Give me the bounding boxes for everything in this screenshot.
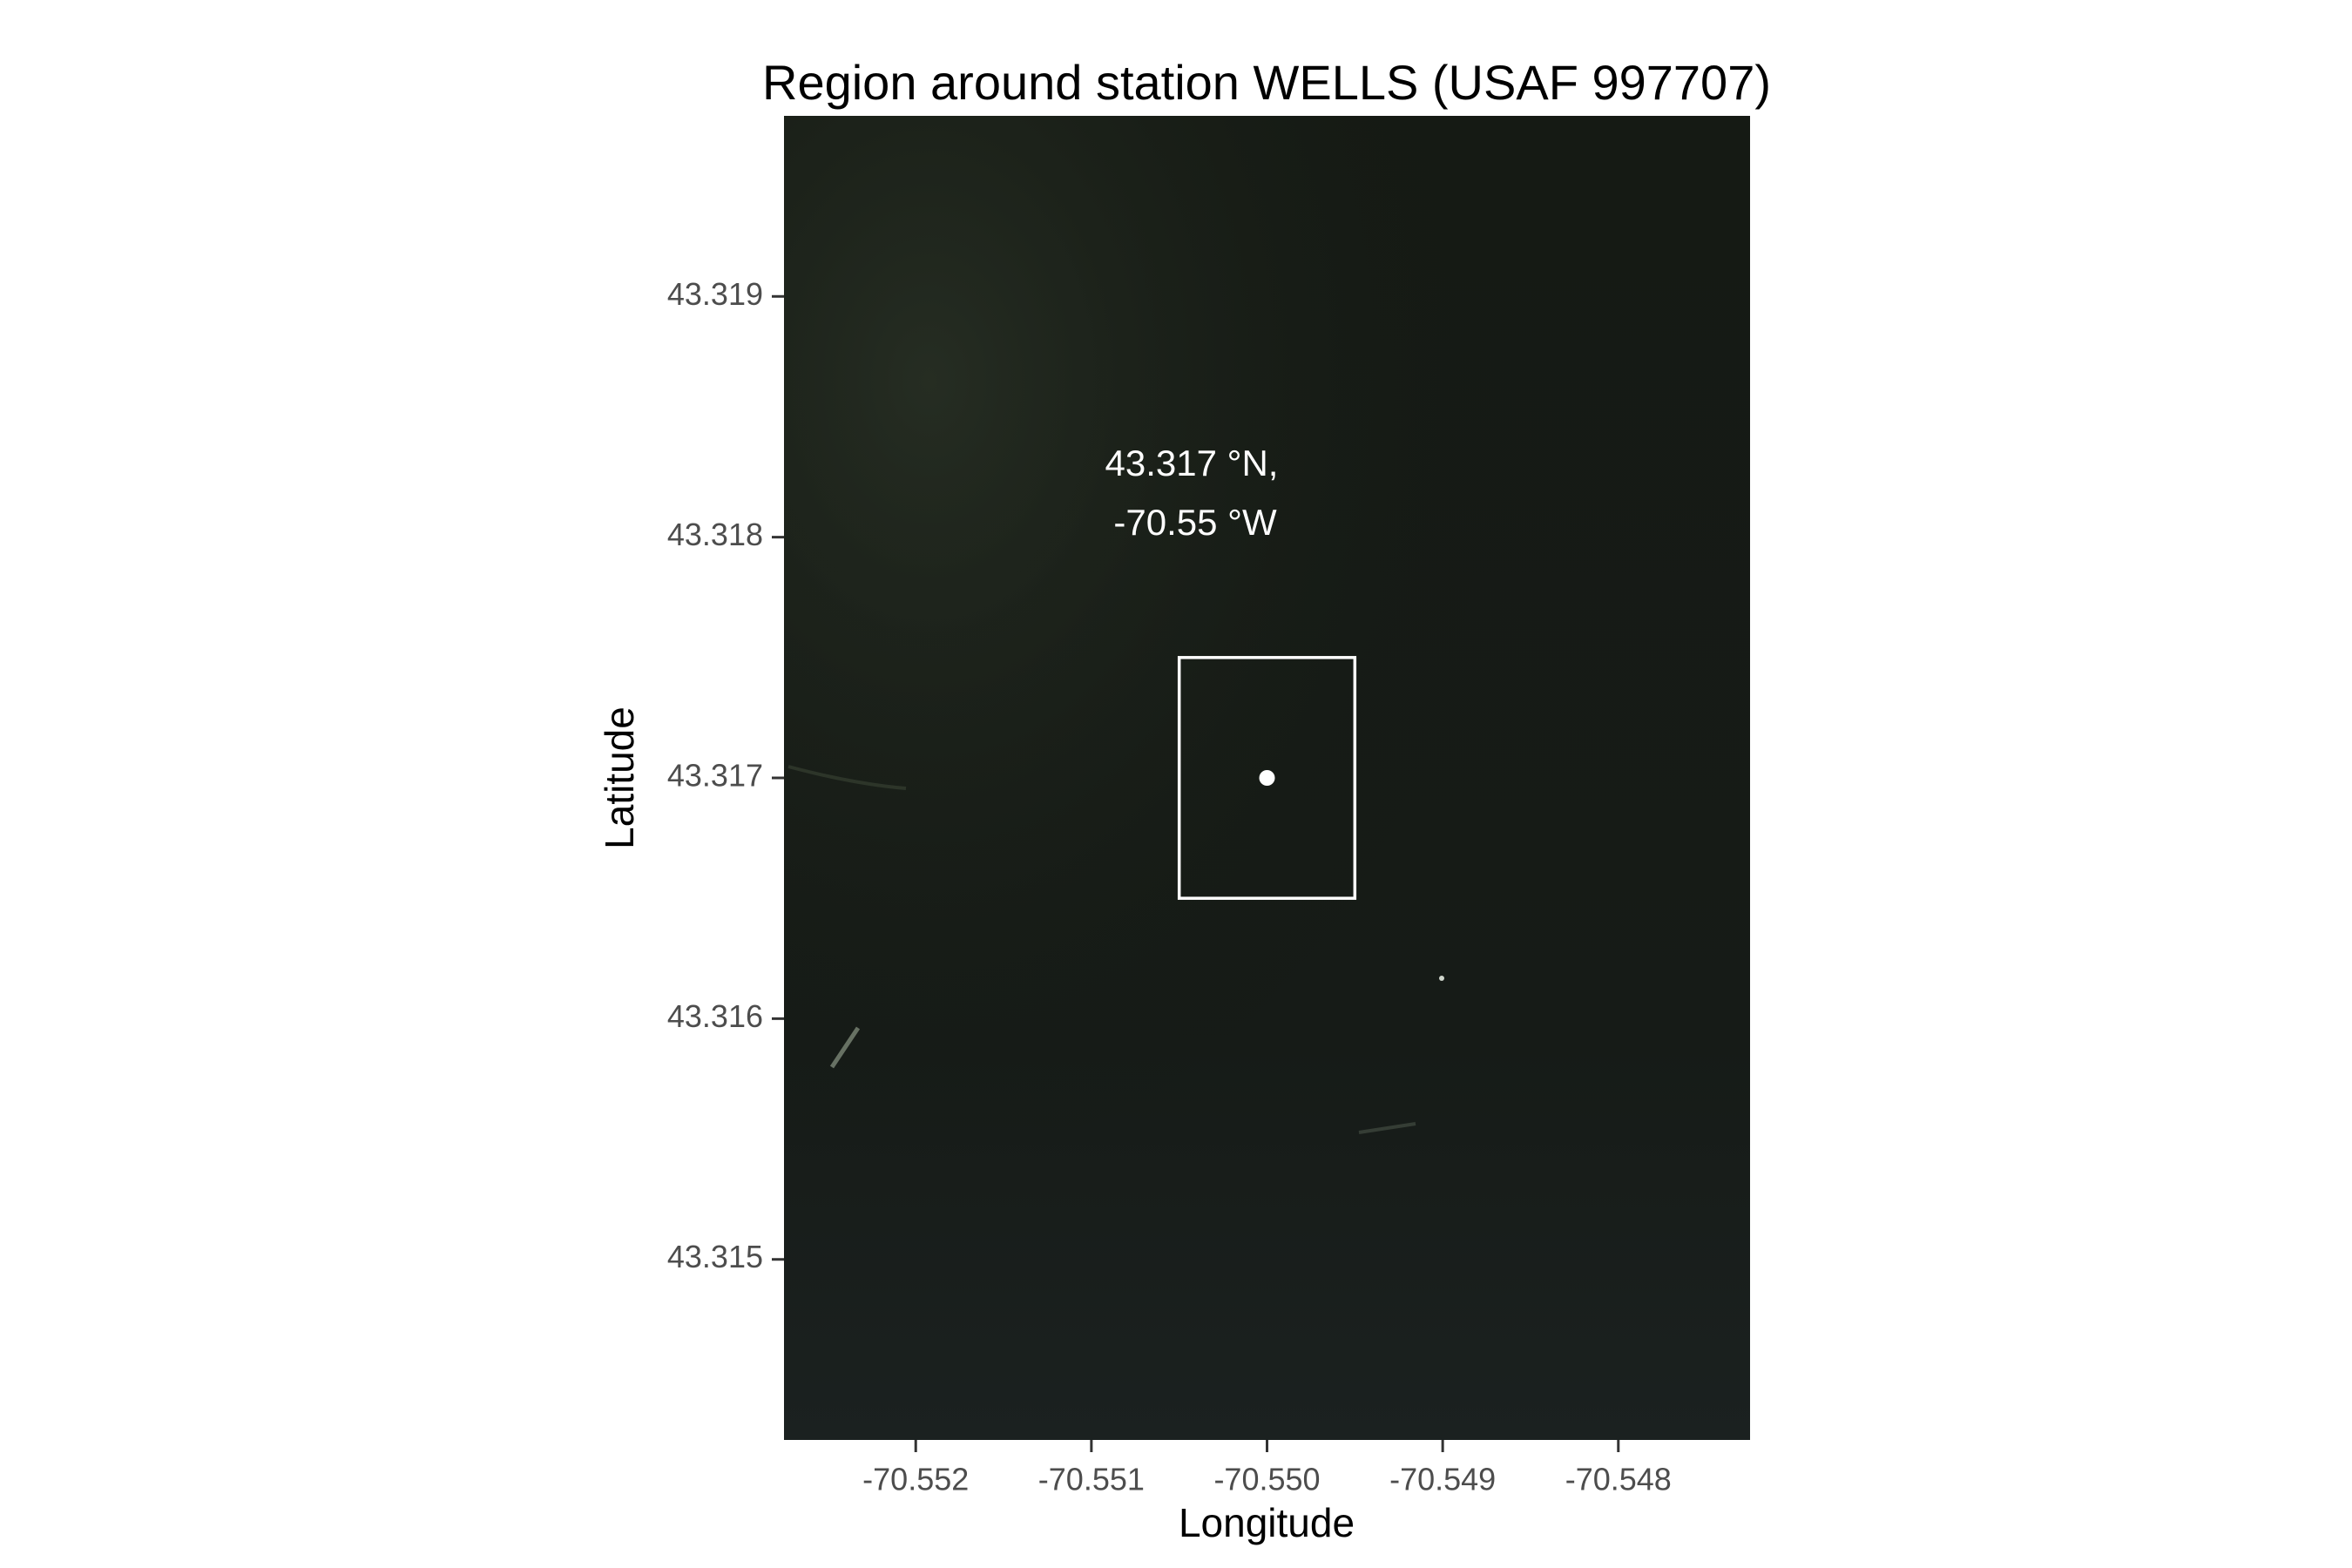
map-feature [1358, 1122, 1416, 1134]
x-tick-label: -70.549 [1389, 1462, 1496, 1497]
x-tick-label: -70.551 [1038, 1462, 1145, 1497]
map-feature [1439, 976, 1444, 981]
y-tick-label: 43.316 [667, 998, 763, 1034]
station-box [1177, 656, 1357, 900]
y-tick-label: 43.318 [667, 517, 763, 552]
map-feature [829, 1026, 861, 1069]
x-tick-label: -70.550 [1213, 1462, 1320, 1497]
y-tick-label: 43.317 [667, 758, 763, 794]
chart-title: Region around station WELLS (USAF 997707… [762, 55, 1771, 110]
x-tick-label: -70.552 [862, 1462, 969, 1497]
x-tick-label: -70.548 [1565, 1462, 1672, 1497]
station-point [1259, 770, 1275, 786]
y-tick-label: 43.319 [667, 276, 763, 312]
y-axis-title: Latitude [597, 706, 642, 849]
annotation: 43.317 °N, [1105, 443, 1279, 483]
x-axis-title: Longitude [1179, 1500, 1355, 1545]
annotation: -70.55 °W [1113, 502, 1277, 543]
y-tick-label: 43.315 [667, 1239, 763, 1274]
map-feature [787, 765, 907, 790]
